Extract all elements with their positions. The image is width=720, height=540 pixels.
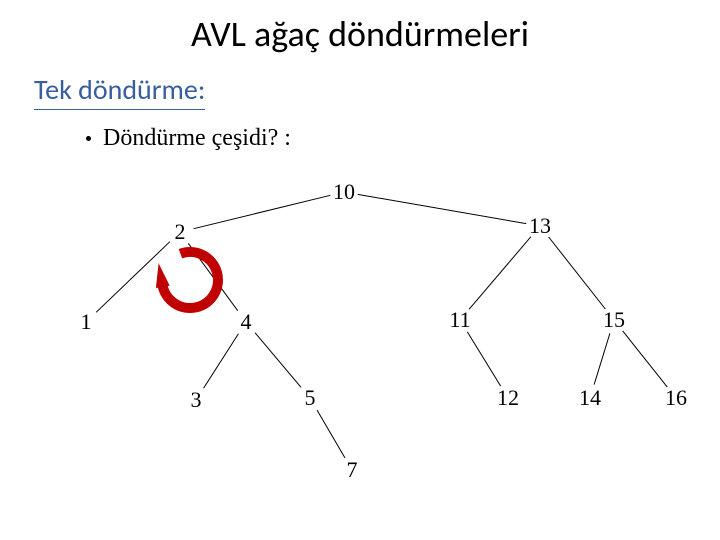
- slide-title-text: AVL ağaç döndürmeleri: [191, 12, 529, 56]
- tree-node-2: 2: [162, 218, 198, 246]
- slide-subtitle-text: Tek döndürme:: [34, 72, 205, 107]
- tree-node-11: 11: [442, 306, 478, 334]
- tree-node-4: 4: [228, 308, 264, 336]
- tree-node-10: 10: [326, 178, 362, 206]
- tree-node-15: 15: [596, 306, 632, 334]
- tree-node-14: 14: [572, 384, 608, 412]
- tree-node-7: 7: [334, 456, 370, 484]
- slide: AVL ağaç döndürmeleri Tek döndürme: Dönd…: [0, 0, 720, 540]
- bullet-dot-icon: [86, 136, 91, 141]
- slide-subtitle: Tek döndürme:: [34, 72, 205, 110]
- tree-node-3: 3: [178, 386, 214, 414]
- bullet-text: Döndürme çeşidi? :: [103, 125, 291, 152]
- slide-title: AVL ağaç döndürmeleri: [0, 12, 720, 56]
- tree-node-1: 1: [68, 308, 104, 336]
- tree-node-13: 13: [522, 212, 558, 240]
- tree-node-5: 5: [292, 384, 328, 412]
- tree-node-16: 16: [658, 384, 694, 412]
- tree-node-12: 12: [490, 384, 526, 412]
- bullet-row: Döndürme çeşidi? :: [86, 125, 291, 152]
